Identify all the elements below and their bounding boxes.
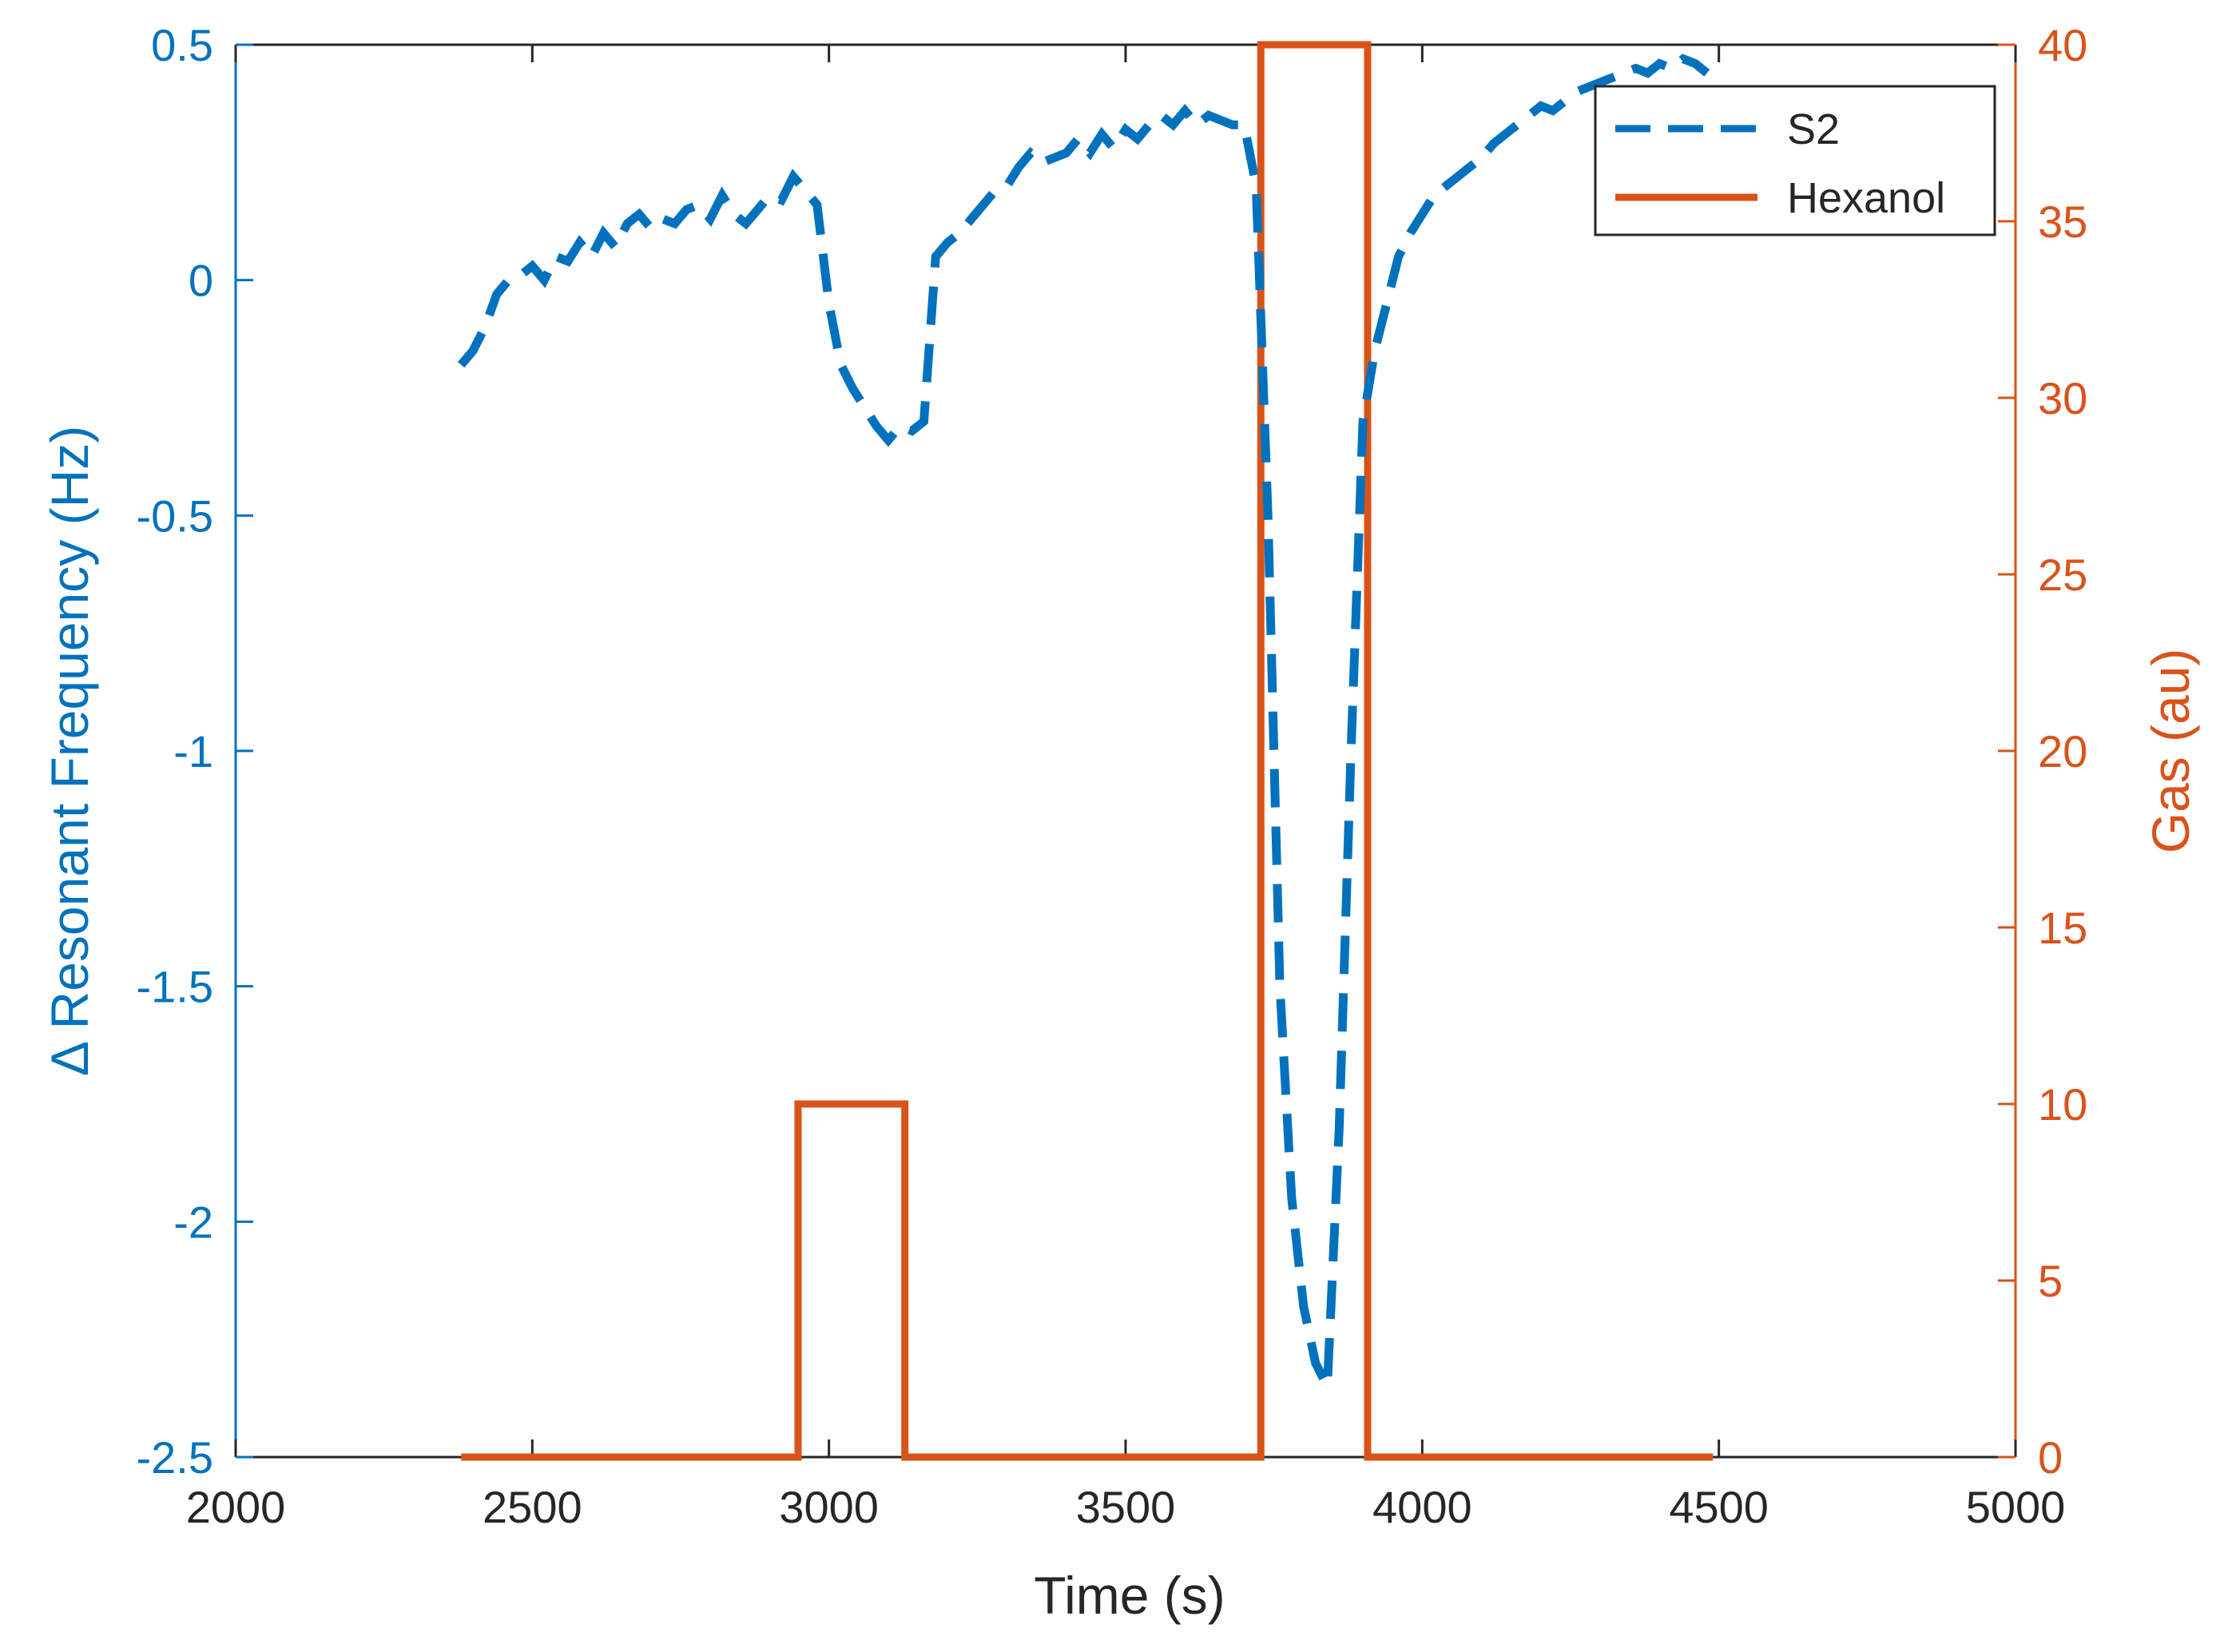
x-axis-ticks: 2000 2500 3000 3500 4000 4500 5000 <box>186 45 2066 1532</box>
x-tick-label: 4000 <box>1372 1482 1472 1532</box>
y-right-tick-label: 20 <box>2038 726 2087 776</box>
y-right-tick-label: 40 <box>2038 20 2087 70</box>
y-right-tick-label: 10 <box>2038 1079 2087 1130</box>
y-left-tick-label: -2.5 <box>137 1432 214 1483</box>
right-y-axis: 40 35 30 25 20 15 10 5 0 <box>1998 20 2087 1483</box>
series-layer <box>458 41 1714 1461</box>
x-tick-label: 3000 <box>779 1482 879 1532</box>
legend: S2 Hexanol <box>1594 85 1996 236</box>
y-left-tick-label: 0 <box>189 256 213 306</box>
y-left-tick-label: -0.5 <box>137 490 214 541</box>
y-left-tick-label: -1.5 <box>137 962 214 1012</box>
y-right-tick-label: 5 <box>2038 1256 2063 1306</box>
x-tick-label: 2500 <box>483 1482 582 1532</box>
x-axis-title: Time (s) <box>1034 1566 1225 1625</box>
y-right-tick-label: 25 <box>2038 550 2087 600</box>
y-left-tick-label: -2 <box>173 1197 213 1247</box>
y-right-tick-label: 35 <box>2038 197 2087 247</box>
x-tick-label: 3500 <box>1076 1482 1176 1532</box>
y-left-tick-label: -1 <box>173 726 213 776</box>
x-tick-label: 5000 <box>1966 1482 2066 1532</box>
y-left-tick-label: 0.5 <box>151 20 213 70</box>
legend-box <box>1594 85 1996 236</box>
right-y-axis-title: Gas (au) <box>2141 649 2200 854</box>
legend-s2-label: S2 <box>1787 105 1840 153</box>
left-y-axis: 0.5 0 -0.5 -1 -1.5 -2 -2.5 <box>137 20 253 1483</box>
x-tick-label: 4500 <box>1669 1482 1769 1532</box>
plot-frame <box>234 43 2017 1459</box>
left-y-axis-title: Δ Resonant Frequency (Hz) <box>40 426 99 1076</box>
y-right-tick-label: 15 <box>2038 903 2087 953</box>
series-line-s2 <box>458 54 1710 1404</box>
x-tick-label: 2000 <box>186 1482 286 1532</box>
y-right-tick-label: 30 <box>2038 373 2087 423</box>
legend-hexanol-label: Hexanol <box>1787 174 1945 222</box>
y-right-tick-label: 0 <box>2038 1432 2063 1483</box>
series-line-hexanol <box>461 41 1714 1461</box>
